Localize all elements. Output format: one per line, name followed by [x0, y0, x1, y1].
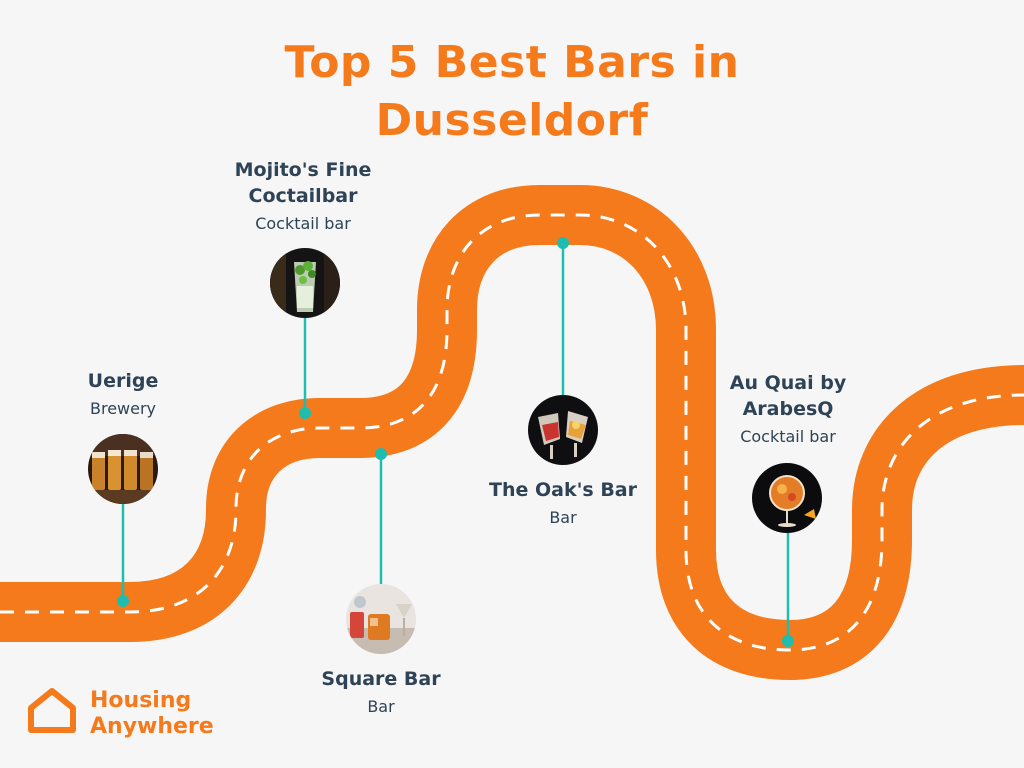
stop-type: Bar: [367, 697, 395, 716]
road-center-dashes: [0, 213, 1024, 652]
beer-glasses-photo: [88, 434, 158, 504]
stop-au-quai: Au Quai by ArabesQ Cocktail bar: [688, 370, 888, 450]
brand-line-1: Housing: [90, 688, 192, 713]
marker-oaks-bar: [557, 237, 569, 249]
stop-name: The Oak's Bar: [488, 479, 637, 501]
stop-name: Mojito's Fine Coctailbar: [234, 159, 372, 207]
stop-name: Uerige: [87, 370, 159, 392]
drinks-toast-photo: [528, 395, 598, 465]
marker-uerige: [117, 595, 129, 607]
stop-uerige: Uerige Brewery: [23, 368, 223, 422]
stop-mojitos: Mojito's Fine Coctailbar Cocktail bar: [203, 157, 403, 237]
stop-type: Brewery: [89, 399, 157, 418]
stop-name: Au Quai by ArabesQ: [729, 372, 847, 420]
marker-square-bar: [375, 448, 387, 460]
house-icon: [28, 688, 76, 733]
spritz-glass-photo: [752, 463, 822, 533]
stop-name: Square Bar: [321, 668, 441, 690]
brand-name: Housing Anywhere: [90, 688, 214, 740]
stop-square-bar: Square Bar Bar: [281, 666, 481, 720]
title-line-2: Dusseldorf: [375, 95, 649, 146]
stop-oaks-bar: The Oak's Bar Bar: [463, 477, 663, 531]
stop-type: Cocktail bar: [740, 427, 836, 446]
marker-mojitos: [299, 407, 311, 419]
brand-line-2: Anywhere: [90, 714, 214, 739]
stop-type: Cocktail bar: [255, 214, 351, 233]
page-title: Top 5 Best Bars in Dusseldorf: [0, 34, 1024, 150]
housing-anywhere-logo: [26, 686, 78, 740]
mojito-glass-photo: [270, 248, 340, 318]
marker-au-quai: [782, 635, 794, 647]
stop-type: Bar: [549, 508, 577, 527]
cocktail-glasses-photo: [346, 584, 416, 654]
title-line-1: Top 5 Best Bars in: [284, 37, 740, 88]
